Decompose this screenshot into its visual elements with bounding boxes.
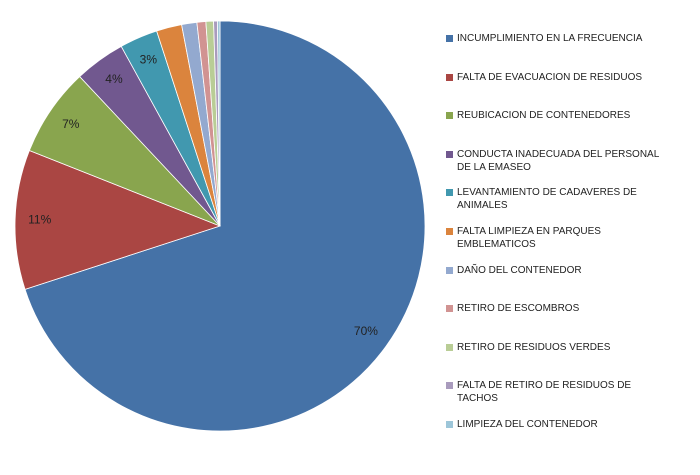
pie-slice [14, 150, 222, 290]
legend-swatch [446, 305, 453, 313]
legend-item: REUBICACION DE CONTENEDORES [446, 109, 686, 148]
legend-item: LIMPIEZA DEL CONTENEDOR [446, 418, 686, 457]
legend-label: RETIRO DE RESIDUOS VERDES [457, 341, 611, 353]
data-label: 7% [62, 117, 80, 131]
legend-item: FALTA DE EVACUACION DE RESIDUOS [446, 71, 686, 110]
legend-item: FALTA DE RETIRO DE RESIDUOS DE TACHOS [446, 379, 686, 418]
legend-swatch [446, 343, 453, 351]
legend-swatch [446, 420, 453, 428]
legend-swatch [446, 189, 453, 197]
legend-label: DAÑO DEL CONTENEDOR [457, 264, 582, 276]
legend-item: FALTA LIMPIEZA EN PARQUES EMBLEMATICOS [446, 225, 686, 264]
legend-swatch [446, 382, 453, 390]
legend-label: REUBICACION DE CONTENEDORES [457, 110, 631, 122]
legend-swatch [446, 73, 453, 81]
legend-label: RETIRO DE ESCOMBROS [457, 303, 580, 315]
legend-label: LEVANTAMIENTO DE CADAVERES DE ANIMALES [457, 187, 637, 212]
legend-label: CONDUCTA INADECUADA DEL PERSONAL DE LA E… [457, 148, 659, 173]
legend-swatch [446, 266, 453, 274]
legend-item: LEVANTAMIENTO DE CADAVERES DE ANIMALES [446, 186, 686, 225]
pie-slice [24, 20, 426, 432]
pie-area: 70% 11% 7% 4% 3% [14, 20, 426, 432]
legend-item: CONDUCTA INADECUADA DEL PERSONAL DE LA E… [446, 148, 686, 187]
pie-slice [217, 20, 221, 227]
data-label: 70% [354, 324, 378, 338]
legend-label: FALTA DE RETIRO DE RESIDUOS DE TACHOS [457, 380, 632, 405]
legend-swatch [446, 112, 453, 120]
legend-swatch [446, 227, 453, 235]
legend-item: INCUMPLIMIENTO EN LA FRECUENCIA [446, 32, 686, 71]
data-label: 3% [140, 53, 158, 67]
legend-label: INCUMPLIMIENTO EN LA FRECUENCIA [457, 33, 643, 44]
legend-item: RETIRO DE RESIDUOS VERDES [446, 341, 686, 380]
legend-swatch [446, 150, 453, 158]
legend-item: RETIRO DE ESCOMBROS [446, 302, 686, 341]
data-label: 4% [105, 72, 123, 86]
legend-label: LIMPIEZA DEL CONTENEDOR [457, 418, 598, 430]
legend: INCUMPLIMIENTO EN LA FRECUENCIA FALTA DE … [446, 32, 686, 457]
legend-swatch [446, 35, 453, 42]
legend-item: DAÑO DEL CONTENEDOR [446, 264, 686, 303]
data-label: 11% [28, 213, 51, 227]
legend-label: FALTA DE EVACUACION DE RESIDUOS [457, 71, 643, 83]
legend-label: FALTA LIMPIEZA EN PARQUES EMBLEMATICOS [457, 225, 601, 250]
